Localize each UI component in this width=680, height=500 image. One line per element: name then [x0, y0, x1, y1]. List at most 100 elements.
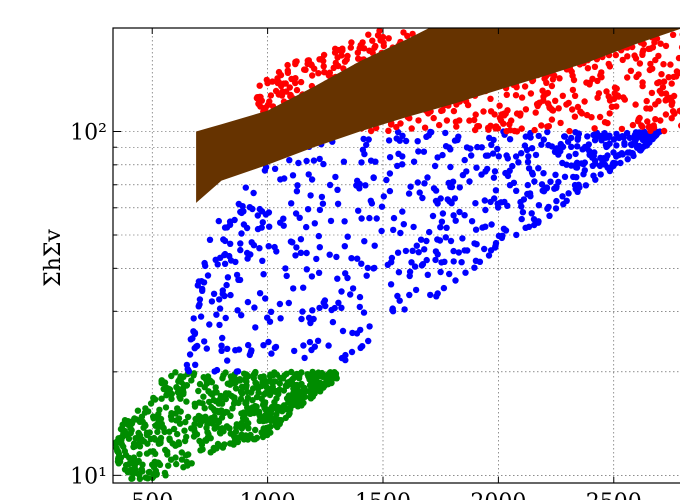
scatter-point	[467, 145, 474, 152]
scatter-point	[559, 159, 566, 167]
scatter-point	[219, 444, 227, 451]
scatter-point	[243, 371, 250, 378]
scatter-point	[309, 307, 316, 314]
scatter-point	[652, 101, 659, 108]
scatter-point	[573, 174, 580, 181]
scatter-point	[472, 200, 479, 207]
scatter-point	[439, 151, 446, 159]
scatter-point	[157, 437, 164, 444]
scatter-point	[237, 240, 244, 247]
scatter-point	[238, 312, 245, 319]
scatter-point	[325, 342, 332, 349]
scatter-point	[130, 466, 137, 473]
scatter-point	[411, 263, 419, 270]
scatter-point	[564, 138, 572, 145]
scatter-point	[303, 249, 310, 257]
scatter-point	[501, 112, 508, 119]
scatter-point	[210, 290, 218, 297]
scatter-point	[502, 227, 510, 234]
scatter-point	[226, 425, 233, 432]
scatter-point	[297, 249, 305, 256]
scatter-point	[276, 380, 283, 387]
y-axis-label: ΣhΣv	[41, 229, 66, 287]
scatter-point	[426, 228, 433, 236]
scatter-point	[536, 99, 543, 107]
scatter-point	[648, 89, 656, 97]
scatter-point	[639, 49, 646, 56]
scatter-point	[466, 178, 473, 185]
scatter-point	[124, 418, 132, 425]
scatter-point	[127, 429, 134, 437]
scatter-point	[612, 51, 619, 59]
scatter-point	[277, 71, 285, 79]
scatter-point	[315, 269, 323, 276]
scatter-point	[591, 137, 599, 144]
scatter-point	[399, 161, 406, 168]
scatter-point	[455, 249, 462, 256]
plot-frame	[112, 27, 680, 484]
scatter-point	[459, 171, 467, 179]
scatter-point	[627, 67, 635, 75]
scatter-point	[541, 90, 548, 98]
scatter-point	[309, 72, 316, 79]
scatter-point	[172, 417, 180, 424]
scatter-point	[247, 432, 254, 440]
scatter-point	[283, 88, 290, 95]
scatter-point	[574, 143, 581, 150]
scatter-point	[216, 321, 223, 329]
scatter-point	[363, 272, 370, 279]
scatter-point	[603, 88, 610, 95]
scatter-point	[420, 148, 428, 155]
scatter-point	[590, 152, 597, 160]
scatter-point	[250, 385, 257, 392]
scatter-point	[144, 440, 151, 447]
scatter-point	[316, 155, 323, 163]
scatter-point	[610, 136, 618, 143]
scatter-point	[256, 93, 263, 101]
scatter-point	[408, 125, 415, 132]
scatter-point	[535, 202, 543, 209]
scatter-point	[399, 132, 406, 139]
x-tick-label: 2000	[470, 490, 526, 500]
scatter-point	[458, 259, 465, 266]
scatter-point	[618, 125, 626, 133]
scatter-point	[632, 137, 639, 144]
scatter-point	[394, 249, 402, 256]
scatter-point	[221, 260, 229, 267]
scatter-point	[136, 451, 143, 458]
scatter-point	[306, 382, 314, 389]
scatter-point	[438, 259, 445, 266]
scatter-point	[590, 172, 597, 179]
scatter-point	[295, 159, 302, 167]
scatter-point	[410, 223, 417, 231]
scatter-point	[412, 286, 420, 294]
scatter-point	[190, 315, 197, 322]
scatter-point	[384, 261, 391, 268]
scatter-point	[340, 158, 348, 165]
scatter-point	[632, 101, 639, 108]
scatter-point	[486, 134, 493, 142]
scatter-point	[260, 417, 268, 424]
scatter-point	[262, 211, 270, 218]
scatter-point	[552, 97, 559, 105]
scatter-point	[419, 194, 426, 202]
scatter-point	[153, 460, 160, 467]
scatter-point	[461, 212, 468, 219]
scatter-point	[402, 137, 410, 145]
scatter-point	[408, 259, 415, 266]
scatter-point	[371, 44, 378, 51]
scatter-point	[462, 269, 469, 276]
scatter-point	[256, 411, 263, 418]
scatter-point	[240, 208, 247, 215]
scatter-point	[513, 128, 521, 135]
scatter-point	[224, 345, 231, 352]
scatter-point	[481, 245, 488, 253]
scatter-point	[267, 92, 275, 99]
scatter-point	[427, 291, 434, 299]
scatter-point	[506, 182, 514, 189]
scatter-point	[230, 394, 237, 401]
scatter-point	[267, 308, 275, 315]
scatter-point	[212, 384, 219, 391]
scatter-point	[238, 230, 245, 237]
scatter-point	[496, 102, 503, 109]
